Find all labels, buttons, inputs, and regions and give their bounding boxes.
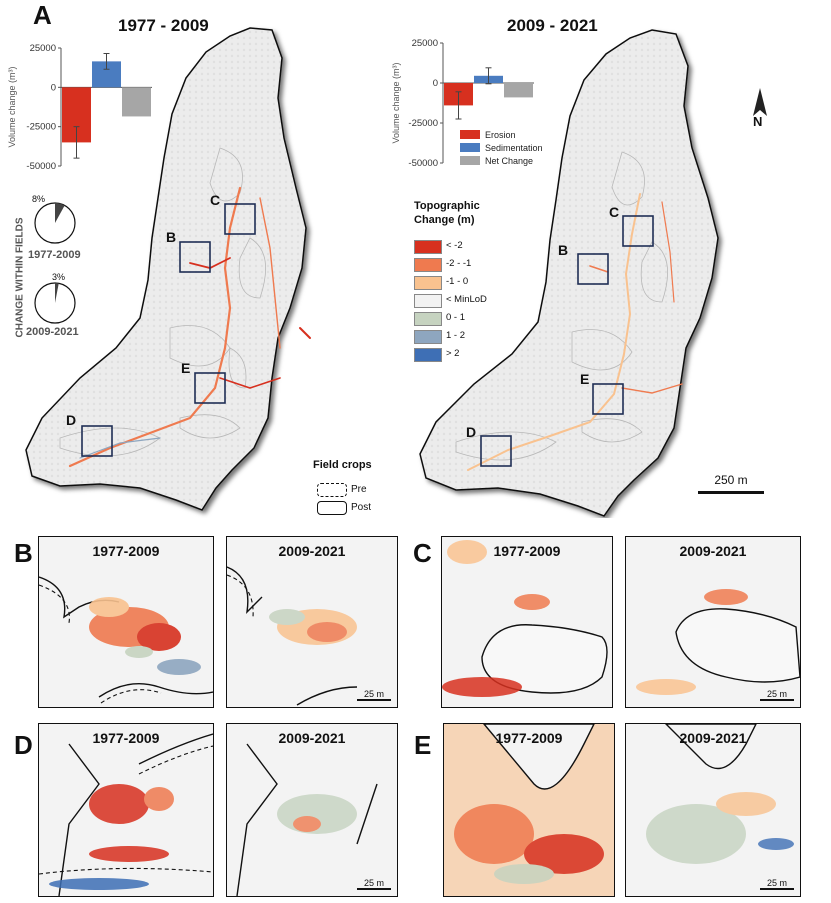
topo-legend-swatch (414, 240, 442, 254)
north-label: N (753, 114, 763, 129)
topo-legend-label: 0 - 1 (446, 312, 466, 323)
chart-ylabel: Volume change (m³) (7, 66, 17, 147)
north-arrow-icon (753, 88, 767, 116)
field-crops-legend: Field crops Pre Post (313, 459, 413, 519)
y-tick-label: 0 (433, 78, 438, 89)
bar-net-change (504, 83, 533, 98)
panel-letter-d: D (14, 730, 33, 760)
legend-label: Sedimentation (485, 143, 543, 153)
inset-b-1977-2009: 1977-2009 (38, 536, 214, 708)
panel-letter-a: A (33, 0, 52, 30)
y-tick-label: 25000 (30, 43, 56, 54)
pre-swatch (317, 483, 347, 497)
y-tick-label: -25000 (26, 122, 56, 133)
inset-d-2009-2021: 2009-2021 25 m (226, 723, 398, 897)
inset-e-scale: 25 m (760, 878, 794, 890)
topo-legend-title-1: Topographic (414, 200, 480, 212)
inset-e-2009-2021: 2009-2021 25 m (625, 723, 801, 897)
topo-legend-label: 1 - 2 (446, 330, 466, 341)
right-map-title: 2009 - 2021 (507, 16, 598, 35)
chart-ylabel: Volume change (m³) (391, 62, 401, 143)
legend-swatch (460, 156, 480, 165)
inset-d-scale: 25 m (357, 878, 391, 890)
box-label-b-right: B (558, 242, 569, 258)
topo-legend-swatch (414, 276, 442, 290)
inset-b-left-title: 1977-2009 (92, 543, 160, 559)
field-crops-post: Post (351, 502, 372, 513)
post-swatch (317, 501, 347, 515)
panel-letter-e: E (414, 730, 432, 760)
inset-c-right-title: 2009-2021 (679, 543, 747, 559)
topo-legend-swatch (414, 330, 442, 344)
panel-letter-c: C (413, 538, 432, 568)
pie-left-label: 1977-2009 (28, 249, 81, 261)
scale-bar-a: 250 m (698, 473, 764, 494)
panel-letter-b: B (14, 538, 33, 568)
y-tick-label: -50000 (26, 161, 56, 172)
topo-legend-swatch (414, 312, 442, 326)
topo-legend-label: -1 - 0 (446, 276, 469, 287)
inset-c-scale: 25 m (760, 689, 794, 701)
topo-legend-swatch (414, 348, 442, 362)
scale-bar-a-label: 250 m (714, 473, 748, 487)
change-within-fields-label: CHANGE WITHIN FIELDS (14, 217, 26, 338)
topo-legend-swatch (414, 258, 442, 272)
bar-net-change (122, 87, 151, 117)
box-label-e-right: E (580, 371, 590, 387)
y-tick-label: -50000 (408, 158, 438, 169)
pie-right-label: 2009-2021 (26, 326, 79, 338)
box-label-d-left: D (66, 412, 77, 428)
inset-c-2009-2021: 2009-2021 25 m (625, 536, 801, 708)
inset-e-scale-label: 25 m (766, 878, 787, 888)
topo-legend-label: > 2 (446, 348, 460, 359)
pie-left-percent: 8% (32, 194, 46, 204)
pie-2009-2021 (34, 282, 76, 324)
topo-legend-label: < MinLoD (446, 294, 487, 305)
y-tick-label: 25000 (412, 38, 438, 49)
legend-swatch (460, 130, 480, 139)
y-tick-label: 0 (51, 82, 56, 93)
legend-swatch (460, 143, 480, 152)
pie-1977-2009 (34, 202, 76, 244)
volume-change-chart-2009-2021: Volume change (m³) 25000 0 -25000 -50000 Eros… (391, 38, 543, 169)
pie-right-percent: 3% (52, 272, 66, 282)
inset-c-1977-2009: 1977-2009 (441, 536, 613, 708)
inset-b-scale-label: 25 m (363, 689, 384, 699)
box-label-c-right: C (609, 204, 620, 220)
inset-c-left-title: 1977-2009 (493, 543, 561, 559)
box-label-c-left: C (210, 192, 221, 208)
left-map-title: 1977 - 2009 (118, 16, 209, 35)
inset-b-right-title: 2009-2021 (278, 543, 346, 559)
topo-legend-label: -2 - -1 (446, 258, 472, 269)
volume-change-chart-1977-2009: Volume change (m³) 25000 0 -25000 -50000 (7, 43, 152, 172)
box-label-d-right: D (466, 424, 477, 440)
legend-label: Erosion (485, 130, 516, 140)
left-catchment-map (25, 27, 311, 511)
topo-legend: Topographic Change (m) < -2 -2 - -1 -1 - 0… (414, 200, 524, 365)
box-label-e-left: E (181, 360, 191, 376)
box-label-b-left: B (166, 229, 177, 245)
field-crops-pre: Pre (351, 484, 367, 495)
inset-b-2009-2021: 2009-2021 25 m (226, 536, 398, 708)
field-crops-title: Field crops (313, 459, 372, 471)
topo-legend-swatch (414, 294, 442, 308)
inset-e-right-title: 2009-2021 (679, 730, 747, 746)
topo-legend-label: < -2 (446, 240, 463, 251)
inset-d-1977-2009: 1977-2009 (38, 723, 214, 897)
y-tick-label: -25000 (408, 118, 438, 129)
legend-label: Net Change (485, 156, 533, 166)
pie-slice (55, 283, 59, 303)
right-catchment-map (419, 29, 719, 517)
inset-d-right-title: 2009-2021 (278, 730, 346, 746)
inset-c-scale-label: 25 m (766, 689, 787, 699)
inset-e-left-title: 1977-2009 (495, 730, 563, 746)
pie-slice (55, 203, 65, 223)
inset-d-left-title: 1977-2009 (92, 730, 160, 746)
inset-e-1977-2009: 1977-2009 (443, 723, 615, 897)
inset-b-scale: 25 m (357, 689, 391, 701)
inset-d-scale-label: 25 m (363, 878, 384, 888)
topo-legend-title-2: Change (m) (414, 214, 475, 226)
